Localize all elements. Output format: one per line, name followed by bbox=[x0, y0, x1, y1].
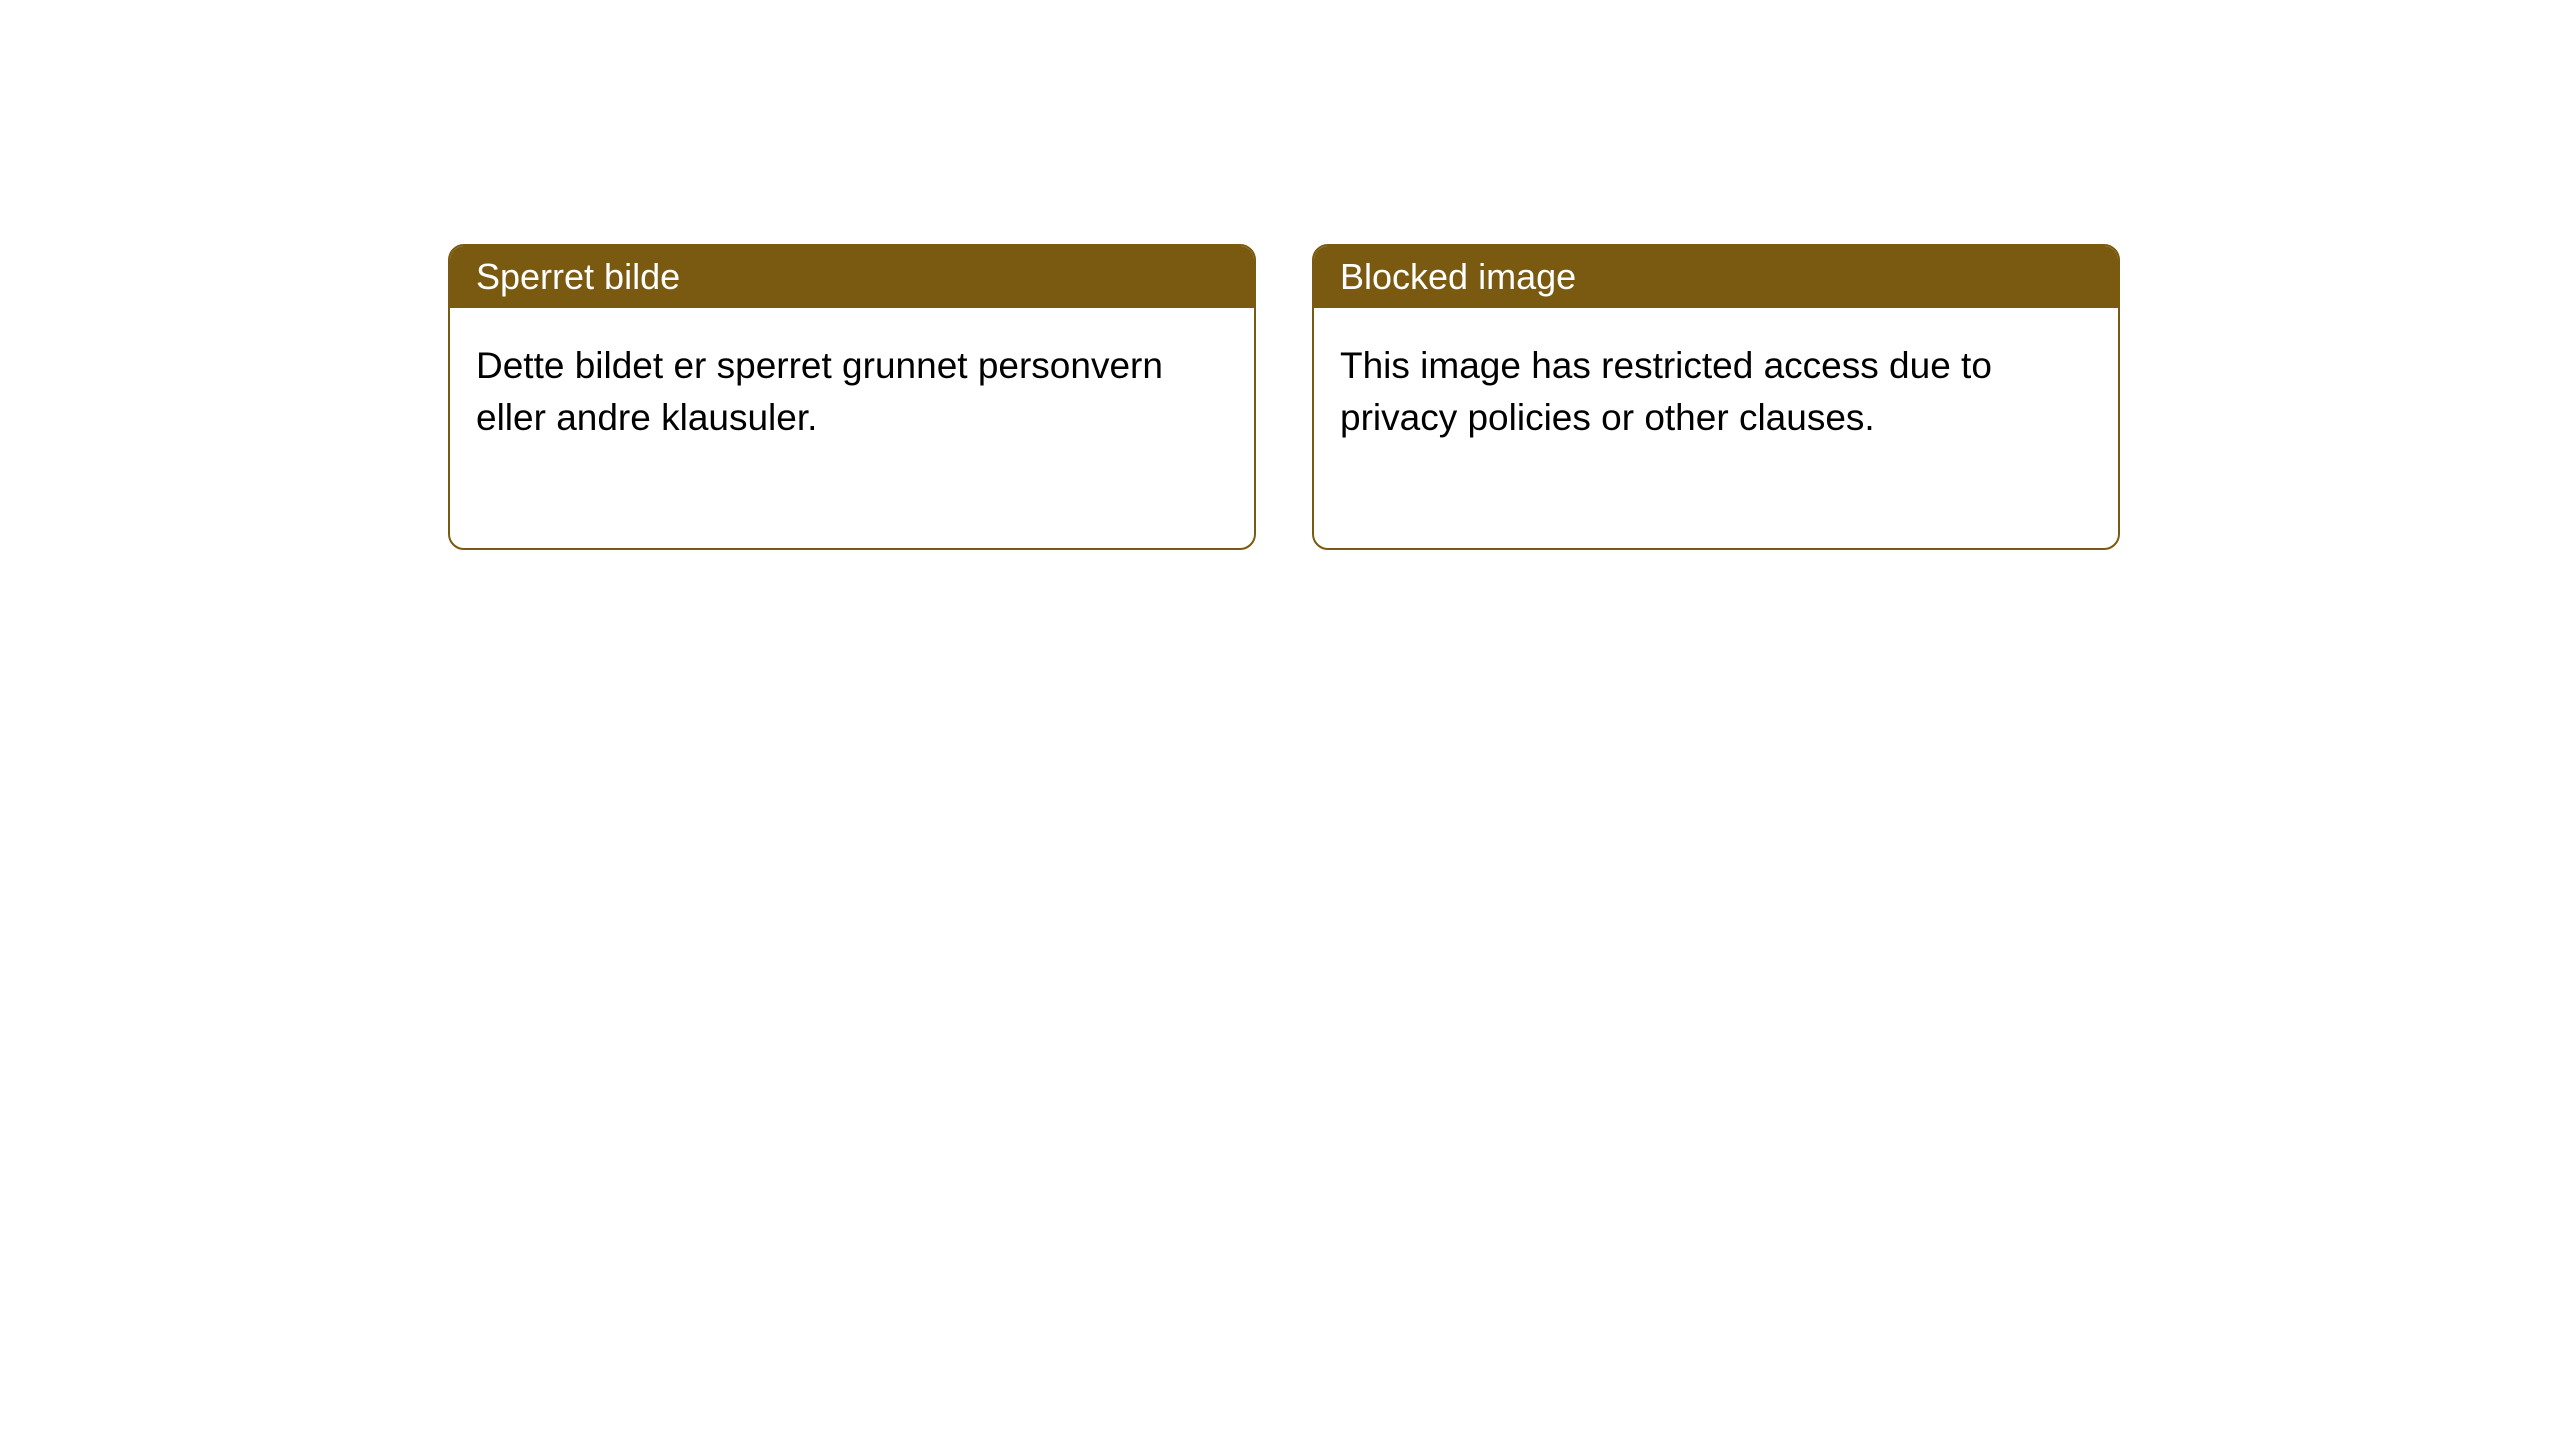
notice-container: Sperret bilde Dette bildet er sperret gr… bbox=[0, 0, 2560, 550]
notice-title-english: Blocked image bbox=[1314, 246, 2118, 308]
notice-card-norwegian: Sperret bilde Dette bildet er sperret gr… bbox=[448, 244, 1256, 550]
notice-title-norwegian: Sperret bilde bbox=[450, 246, 1254, 308]
notice-card-english: Blocked image This image has restricted … bbox=[1312, 244, 2120, 550]
notice-body-english: This image has restricted access due to … bbox=[1314, 308, 2118, 548]
notice-body-norwegian: Dette bildet er sperret grunnet personve… bbox=[450, 308, 1254, 548]
